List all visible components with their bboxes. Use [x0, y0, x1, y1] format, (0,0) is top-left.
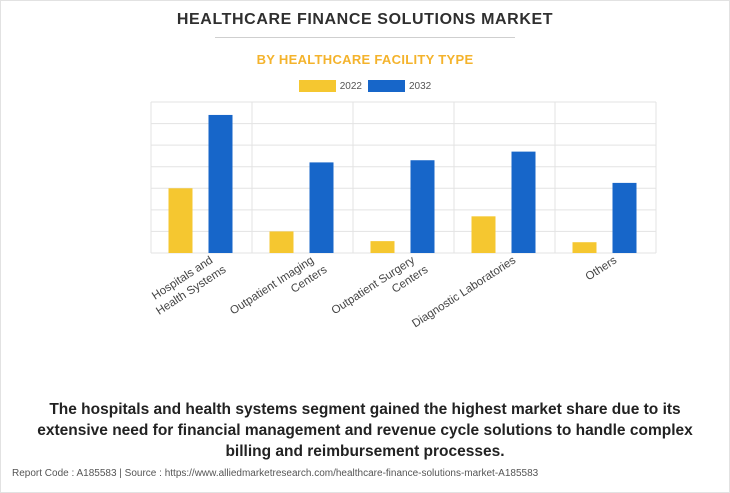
bar-2032-1 [309, 162, 334, 253]
bar-2022-2 [370, 241, 395, 253]
title-divider [215, 37, 515, 38]
bar-2032-0 [208, 114, 233, 253]
legend-label-2022: 2022 [339, 80, 362, 92]
bar-2022-3 [471, 216, 496, 253]
x-tick-label-0: Hospitals andHealth Systems [146, 251, 228, 318]
chart-title: HEALTHCARE FINANCE SOLUTIONS MARKET [176, 11, 554, 28]
x-tick-label-3: Diagnostic Laboratories [410, 254, 518, 330]
legend-item-2022: 2022 [298, 80, 362, 92]
legend-swatch-2032 [368, 80, 405, 92]
x-tick-label-1: Outpatient ImagingCenters [228, 251, 329, 330]
bar-chart: Hospitals andHealth Systems Outpatient Im… [146, 101, 657, 330]
legend-swatch-2022 [298, 80, 336, 92]
bar-2022-0 [168, 188, 193, 253]
chart-subtitle: BY HEALTHCARE FACILITY TYPE [256, 52, 474, 67]
bar-2032-3 [511, 151, 536, 253]
chart-caption: The hospitals and health systems segment… [37, 401, 693, 460]
legend: 2022 2032 [0, 80, 730, 92]
bar-2032-2 [410, 160, 435, 253]
legend-label-2032: 2032 [409, 80, 432, 92]
legend-item-2032: 2032 [368, 80, 431, 92]
bar-2022-1 [269, 231, 294, 253]
x-tick-label-4: Others [584, 254, 620, 283]
bar-2022-4 [572, 242, 597, 253]
report-footer: Report Code : A185583 | Source : https:/… [12, 468, 539, 479]
bar-2032-4 [612, 182, 637, 253]
